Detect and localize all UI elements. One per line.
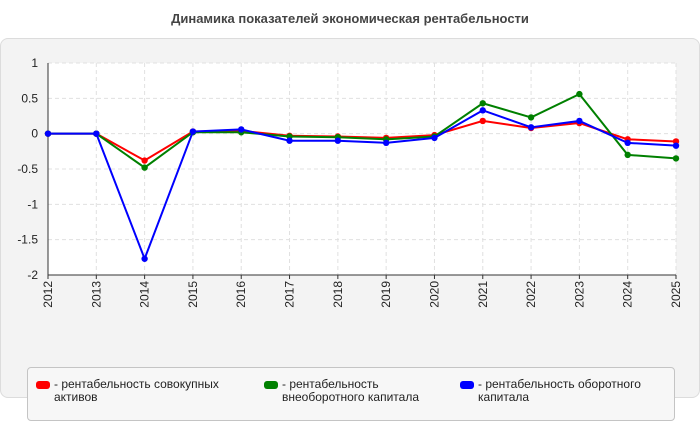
data-point-series-3 [141, 255, 148, 262]
data-point-series-3 [189, 128, 197, 135]
data-point-series-3 [624, 139, 631, 147]
data-point-series-3 [431, 134, 438, 142]
x-tick-label: 2021 [476, 281, 490, 308]
data-point-series-2 [141, 164, 148, 171]
legend-item-total-assets: - рентабельность совокупных активов [36, 378, 246, 404]
data-point-series-2 [624, 151, 631, 159]
legend-swatch-working-capital [460, 381, 474, 389]
x-tick-label: 2019 [379, 281, 393, 308]
y-tick-label: -2 [27, 268, 38, 282]
legend-label-fixed-capital: - рентабельность внеоборотного капитала [282, 377, 419, 404]
data-point-series-2 [527, 114, 535, 121]
x-tick-label: 2016 [234, 281, 248, 308]
legend-label-working-capital: - рентабельность оборотного капитала [478, 377, 641, 404]
y-tick-label: 0.5 [21, 91, 38, 105]
data-point-series-2 [576, 90, 583, 98]
series-line-1 [48, 119, 677, 162]
data-point-series-3 [382, 139, 390, 147]
x-tick-label: 2025 [669, 281, 683, 308]
data-point-series-3 [286, 137, 293, 144]
legend-item-working-capital: - рентабельность оборотного капитала [460, 378, 670, 404]
data-point-series-3 [44, 130, 52, 137]
x-tick-label: 2015 [186, 281, 200, 308]
x-tick-label: 2020 [427, 281, 441, 308]
x-tick-label: 2017 [283, 281, 297, 308]
series-line-3 [48, 109, 677, 262]
y-tick-label: 0 [31, 127, 38, 141]
data-point-series-1 [141, 157, 148, 164]
data-point-series-3 [576, 117, 583, 125]
legend-item-fixed-capital: - рентабельность внеоборотного капитала [264, 378, 444, 404]
chart-panel: 1 0.5 0 -0.5 -1 -1.5 -2 2012 2013 2014 2015 2016 201… [0, 38, 700, 421]
data-point-series-3 [479, 107, 486, 114]
x-tick-label: 2018 [331, 281, 345, 308]
chart-legend: - рентабельность совокупных активов - ре… [27, 367, 675, 421]
chart-title: Динамика показателей экономическая рента… [171, 11, 529, 26]
x-tick-label: 2022 [524, 281, 538, 308]
y-tick-label: -1 [27, 197, 38, 211]
data-point-series-2 [479, 100, 486, 107]
data-point-series-3 [527, 124, 535, 131]
x-tick-label: 2024 [621, 281, 635, 308]
data-point-series-3 [93, 130, 100, 137]
y-tick-label: -0.5 [17, 162, 38, 176]
legend-swatch-fixed-capital [264, 381, 278, 389]
y-tick-label: -1.5 [17, 233, 38, 247]
x-tick-label: 2014 [138, 281, 152, 308]
data-point-series-3 [238, 126, 245, 133]
legend-swatch-total-assets [36, 381, 50, 389]
y-tick-label: 1 [31, 56, 38, 70]
series-line-2 [48, 92, 677, 169]
data-point-series-1 [479, 117, 486, 125]
legend-label-total-assets: - рентабельность совокупных активов [54, 377, 219, 404]
data-point-series-3 [334, 137, 342, 144]
data-point-series-2 [672, 155, 680, 162]
data-point-series-3 [672, 142, 680, 149]
x-tick-label: 2012 [41, 281, 55, 308]
x-tick-label: 2023 [572, 281, 586, 308]
x-tick-label: 2013 [89, 281, 103, 308]
